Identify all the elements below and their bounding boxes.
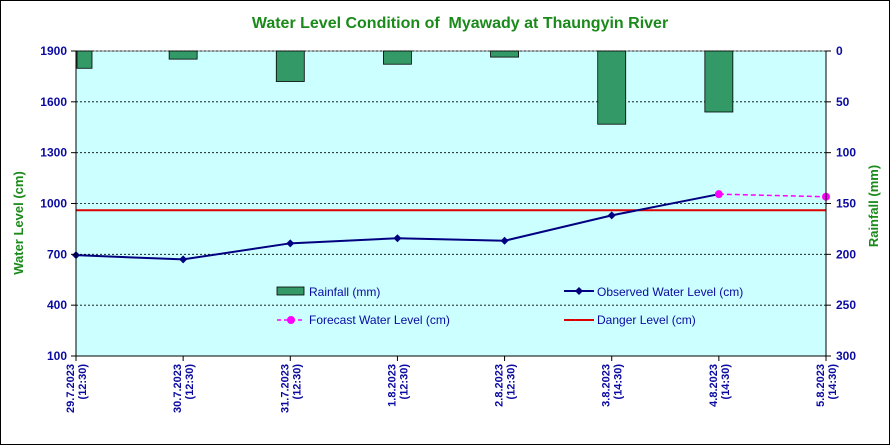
x-tick-date: 3.8.2023 bbox=[601, 364, 613, 407]
x-tick-date: 5.8.2023 bbox=[815, 364, 827, 407]
x-tick-label-group: 3.8.2023 (14:30) bbox=[601, 364, 625, 407]
rainfall-bar bbox=[597, 50, 627, 125]
observed-point bbox=[500, 236, 509, 245]
x-tick-label-group: 30.7.2023 (12:30) bbox=[172, 364, 196, 413]
x-tick-date: 31.7.2023 bbox=[279, 364, 291, 413]
left-tick-label: 1900 bbox=[40, 44, 67, 58]
rainfall-bar bbox=[76, 50, 93, 69]
legend-rainfall-label: Rainfall (mm) bbox=[309, 285, 380, 299]
right-axis-title: Rainfall (mm) bbox=[866, 165, 881, 247]
right-tick-label: 100 bbox=[836, 146, 856, 160]
x-tick-time: (12:30) bbox=[291, 364, 303, 400]
left-tick-label: 100 bbox=[47, 349, 67, 363]
x-tick-date: 29.7.2023 bbox=[65, 364, 77, 413]
x-tick-label-group: 1.8.2023 (12:30) bbox=[386, 364, 410, 407]
x-tick-label-group: 2.8.2023 (12:30) bbox=[494, 364, 518, 407]
x-tick-label-group: 29.7.2023 (12:30) bbox=[65, 364, 89, 413]
observed-series bbox=[72, 190, 723, 264]
x-tick-time: (14:30) bbox=[827, 364, 839, 400]
x-tick-time: (12:30) bbox=[77, 364, 89, 400]
right-axis-ticks: 0 50 100 150 200 250 300 bbox=[826, 44, 856, 363]
x-axis-ticks: 29.7.2023 (12:30) 30.7.2023 (12:30) 31.7.202… bbox=[65, 356, 839, 413]
rainfall-bar bbox=[704, 50, 734, 113]
x-tick-time: (14:30) bbox=[613, 364, 625, 400]
gridlines bbox=[76, 50, 826, 306]
right-tick-label: 50 bbox=[836, 95, 850, 109]
observed-point bbox=[393, 234, 402, 243]
x-tick-label-group: 31.7.2023 (12:30) bbox=[279, 364, 303, 413]
left-axis-title: Water Level (cm) bbox=[11, 171, 26, 275]
legend-danger: Danger Level (cm) bbox=[564, 313, 696, 327]
legend-observed: Observed Water Level (cm) bbox=[564, 285, 743, 299]
right-tick-label: 200 bbox=[836, 247, 856, 261]
x-tick-label-group: 4.8.2023 (14:30) bbox=[708, 364, 732, 407]
chart-title: Water Level Condition of Myawady at Thau… bbox=[252, 15, 668, 32]
left-tick-label: 400 bbox=[47, 298, 67, 312]
legend-forecast: Forecast Water Level (cm) bbox=[277, 313, 450, 327]
legend-danger-label: Danger Level (cm) bbox=[597, 313, 696, 327]
observed-point bbox=[179, 255, 188, 264]
right-tick-label: 300 bbox=[836, 349, 856, 363]
left-tick-label: 1000 bbox=[40, 197, 67, 211]
forecast-line bbox=[718, 193, 827, 198]
x-tick-date: 2.8.2023 bbox=[494, 364, 506, 407]
right-tick-label: 150 bbox=[836, 197, 856, 211]
x-tick-date: 4.8.2023 bbox=[708, 364, 720, 407]
left-tick-label: 1600 bbox=[40, 95, 67, 109]
legend-rainfall: Rainfall (mm) bbox=[276, 285, 380, 299]
x-tick-date: 1.8.2023 bbox=[386, 364, 398, 407]
right-tick-label: 250 bbox=[836, 298, 856, 312]
x-tick-time: (14:30) bbox=[720, 364, 732, 400]
rainfall-bars bbox=[76, 50, 734, 125]
rainfall-bar bbox=[383, 50, 412, 65]
forecast-point bbox=[714, 190, 723, 199]
legend-observed-marker bbox=[575, 287, 583, 295]
x-tick-label-group: 5.8.2023 (14:30) bbox=[815, 364, 839, 407]
rainfall-bar bbox=[168, 50, 198, 60]
legend-forecast-marker bbox=[287, 316, 295, 324]
observed-point bbox=[286, 239, 295, 248]
left-tick-label: 700 bbox=[47, 247, 67, 261]
forecast-series bbox=[714, 190, 830, 201]
legend: Rainfall (mm) Observed Water Level (cm) … bbox=[276, 285, 743, 327]
x-tick-date: 30.7.2023 bbox=[172, 364, 184, 413]
x-tick-time: (12:30) bbox=[506, 364, 518, 400]
legend-observed-label: Observed Water Level (cm) bbox=[597, 285, 743, 299]
rainfall-bar bbox=[490, 50, 519, 58]
right-tick-label: 0 bbox=[836, 44, 843, 58]
rainfall-bar bbox=[275, 50, 305, 82]
observed-point bbox=[607, 211, 616, 220]
x-tick-time: (12:30) bbox=[398, 364, 410, 400]
legend-forecast-label: Forecast Water Level (cm) bbox=[309, 313, 450, 327]
left-axis-ticks: 100 400 700 1000 1300 1600 1900 bbox=[40, 44, 76, 363]
left-tick-label: 1300 bbox=[40, 146, 67, 160]
legend-rainfall-swatch bbox=[276, 286, 305, 296]
x-tick-time: (12:30) bbox=[184, 364, 196, 400]
